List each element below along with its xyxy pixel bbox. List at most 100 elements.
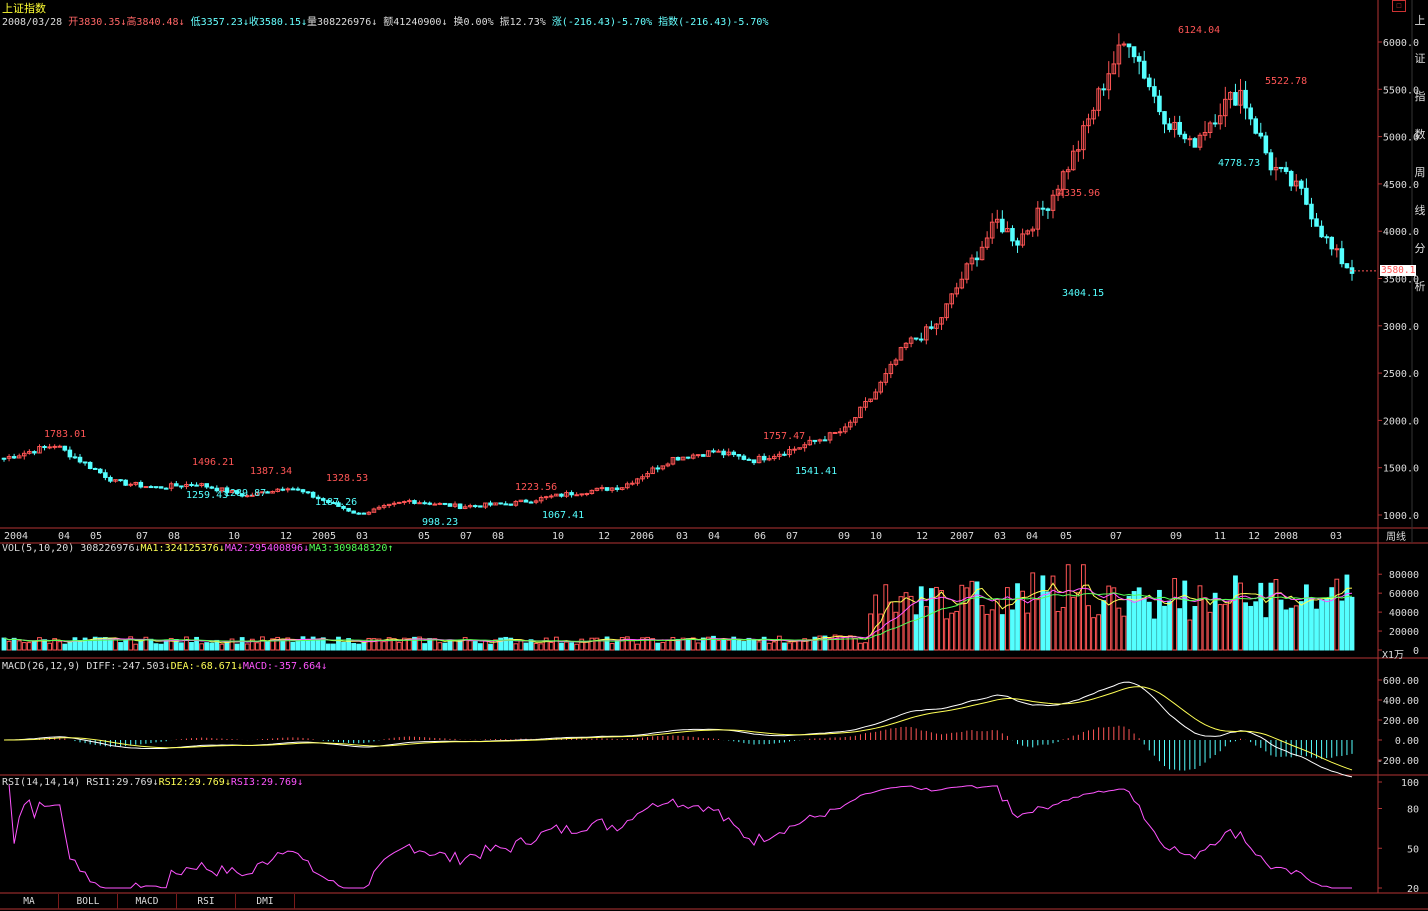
candle-body: [574, 494, 579, 497]
candle-body: [437, 502, 443, 505]
volume-bar: [37, 637, 42, 651]
volume-bar: [934, 586, 939, 651]
volume-bar: [878, 613, 884, 651]
candle-body: [1040, 207, 1046, 210]
candle-body: [280, 488, 285, 491]
volume-bar: [102, 637, 108, 651]
volume-bar: [417, 636, 422, 651]
volume-bar: [1126, 595, 1132, 651]
candle-body: [832, 432, 838, 435]
current-price-tag: 3580.1: [1380, 265, 1417, 276]
x-axis-label: 12: [916, 531, 928, 542]
candle-body: [1035, 207, 1041, 230]
x-axis-label: 03: [356, 531, 368, 542]
candle-body: [782, 453, 787, 456]
price-annotation: 1259.43: [186, 490, 228, 501]
candle-body: [37, 446, 42, 454]
volume-bar: [1035, 599, 1041, 651]
volume-bar: [254, 642, 260, 651]
volume-bar: [1303, 584, 1309, 651]
macd-y-label: 0.00: [1395, 736, 1419, 747]
volume-bar: [782, 642, 787, 651]
candle-body: [351, 510, 356, 514]
volume-bar: [158, 643, 164, 651]
candle-body: [660, 465, 666, 470]
volume-bar: [883, 584, 889, 651]
volume-bar: [513, 643, 519, 651]
candle-body: [219, 487, 225, 492]
volume-bar: [751, 639, 757, 651]
tab-dmi[interactable]: DMI: [236, 894, 295, 909]
candle-body: [579, 493, 584, 496]
candle-body: [635, 478, 640, 484]
quote-high: 高3840.48: [126, 17, 179, 28]
volume-bar: [685, 638, 691, 651]
candle-body: [346, 507, 351, 512]
candle-body: [918, 338, 924, 341]
candle-body: [488, 502, 493, 506]
candle-body: [452, 503, 458, 507]
volume-bar: [1192, 606, 1198, 651]
candle-body: [812, 439, 818, 442]
volume-bar: [6, 640, 12, 651]
candle-body: [1081, 125, 1086, 151]
candle-body: [1202, 131, 1208, 136]
vol-legend-name: VOL(5,10,20): [2, 543, 75, 554]
candle-body: [447, 503, 453, 507]
price-annotation: 1541.41: [795, 466, 837, 477]
candle-body: [883, 373, 889, 383]
candle-body: [949, 293, 954, 305]
candle-body: [285, 488, 291, 491]
volume-bar: [1136, 587, 1142, 651]
tab-boll[interactable]: BOLL: [59, 894, 118, 909]
volume-bar: [913, 614, 919, 651]
candle-body: [234, 490, 240, 495]
candle-body: [979, 246, 985, 261]
volume-bar: [138, 640, 144, 651]
volume-bar: [614, 640, 620, 651]
volume-bar: [964, 587, 970, 651]
tab-rsi[interactable]: RSI: [177, 894, 236, 909]
candle-body: [72, 456, 78, 459]
price-y-label: 2000.0: [1383, 416, 1419, 427]
candle-body: [467, 505, 473, 508]
volume-bar: [1146, 601, 1152, 651]
candle-body: [98, 468, 103, 474]
volume-bar: [189, 642, 194, 651]
candle-body: [47, 446, 52, 449]
tab-macd[interactable]: MACD: [118, 894, 177, 909]
candle-body: [158, 486, 164, 489]
candle-body: [1141, 60, 1147, 79]
candle-body: [777, 453, 782, 457]
price-annotation: 4335.96: [1058, 188, 1100, 199]
candle-body: [133, 481, 139, 485]
volume-bar: [26, 642, 32, 651]
x-axis-label: 10: [228, 531, 240, 542]
candle-body: [1121, 43, 1127, 46]
candle-body: [412, 500, 417, 504]
candle-body: [1096, 88, 1101, 111]
candle-body: [609, 487, 615, 491]
candle-body: [128, 483, 133, 486]
candle-body: [964, 263, 970, 280]
volume-bar: [1050, 575, 1056, 651]
volume-bar: [477, 643, 483, 651]
candle-body: [772, 455, 777, 460]
candle-body: [315, 496, 321, 500]
volume-bar: [467, 640, 473, 651]
candle-body: [493, 502, 498, 506]
tab-ma[interactable]: MA: [0, 894, 59, 909]
candle-body: [974, 257, 980, 261]
close-icon[interactable]: ☐: [1392, 0, 1406, 12]
period-label[interactable]: 周线: [1386, 532, 1406, 543]
candle-body: [1172, 121, 1177, 130]
volume-bar: [711, 635, 716, 651]
quote-index-change: 指数(-216.43)-5.70%: [658, 17, 769, 28]
volume-bar: [1010, 609, 1015, 651]
volume-bar: [498, 637, 504, 651]
candle-body: [478, 505, 483, 508]
candle-body: [528, 501, 534, 504]
candle-body: [87, 461, 93, 469]
